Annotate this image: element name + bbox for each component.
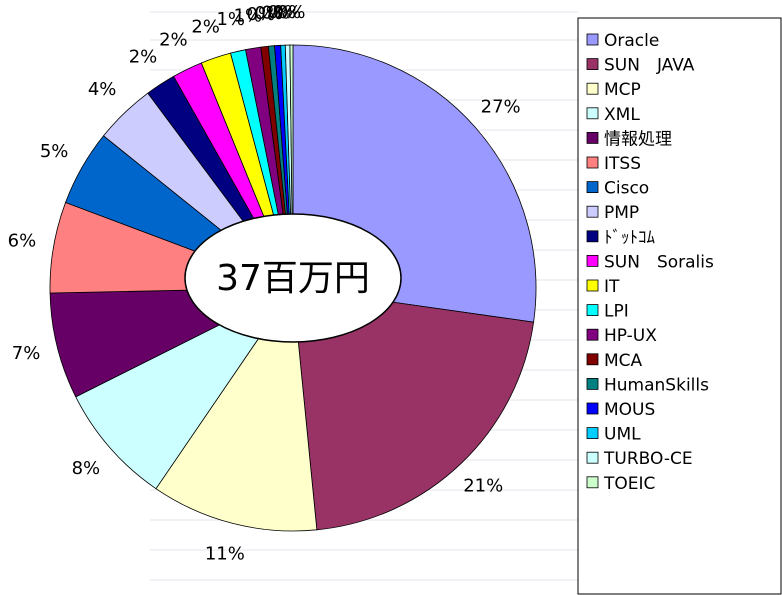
legend-swatch — [586, 156, 599, 169]
legend-label: PMP — [604, 203, 639, 223]
slice-label: 0% — [254, 3, 283, 24]
legend-label: XML — [604, 105, 640, 125]
pie-slice — [75, 286, 295, 490]
legend-swatch — [586, 451, 599, 464]
legend-box — [577, 17, 782, 595]
legend-swatch — [586, 476, 599, 489]
slice-label: 0% — [247, 4, 276, 25]
slice-label: 5% — [40, 141, 69, 162]
legend-label: MCA — [604, 351, 643, 371]
legend-label: IT — [604, 277, 620, 297]
legend-swatch — [586, 107, 599, 120]
legend-label: MOUS — [604, 400, 655, 420]
legend-swatch — [586, 254, 599, 267]
center-label: 37百万円 — [216, 258, 370, 299]
slice-label: 21% — [463, 476, 503, 497]
slice-label: 2% — [159, 29, 188, 50]
slice-label: 0% — [277, 2, 306, 23]
legend-swatch — [586, 33, 599, 46]
legend-label: ITSS — [604, 154, 641, 174]
legend-label: TURBO-CE — [603, 449, 693, 469]
legend-label: TOEIC — [603, 474, 655, 494]
slice-label: 27% — [481, 97, 521, 118]
legend-swatch — [586, 328, 599, 341]
legend-swatch — [586, 205, 599, 218]
slice-label: 4% — [88, 79, 117, 100]
legend-label: ﾄﾞｯﾄｺﾑ — [604, 228, 655, 248]
legend-label: LPI — [604, 302, 629, 322]
slice-label: 1% — [216, 9, 245, 30]
legend-swatch — [586, 230, 599, 243]
legend-swatch — [586, 279, 599, 292]
legend-label: UML — [604, 425, 641, 445]
slice-label: 0% — [261, 3, 290, 24]
pie-slice — [155, 286, 318, 532]
slice-label: 0% — [273, 2, 302, 23]
slice-label: 7% — [12, 343, 41, 364]
legend-swatch — [586, 82, 599, 95]
legend-swatch — [586, 353, 599, 366]
slice-label: 1% — [234, 6, 263, 27]
slice-label: 2% — [191, 16, 220, 37]
slice-label: 8% — [72, 458, 101, 479]
legend-label: MCP — [604, 80, 641, 100]
legend-swatch — [586, 427, 599, 440]
legend-swatch — [586, 304, 599, 317]
legend-swatch — [586, 402, 599, 415]
slice-label: 0% — [267, 2, 296, 23]
legend-label: 情報処理 — [604, 129, 672, 149]
slice-label: 2% — [129, 47, 158, 68]
legend-label: HP-UX — [604, 326, 657, 346]
legend-label: Cisco — [604, 179, 649, 199]
legend-swatch — [586, 58, 599, 70]
slice-label: 11% — [205, 543, 245, 564]
legend-swatch — [586, 377, 599, 390]
legend-label: HumanSkills — [604, 375, 709, 395]
pie-slice — [292, 287, 535, 531]
center-ellipse — [184, 213, 402, 343]
legend-label: SUN JAVA — [604, 56, 695, 76]
legend-label: Oracle — [604, 31, 659, 51]
legend-swatch — [586, 131, 599, 144]
slice-label: 6% — [8, 231, 37, 252]
legend-label: SUN Soralis — [604, 252, 714, 272]
legend-swatch — [586, 181, 599, 194]
